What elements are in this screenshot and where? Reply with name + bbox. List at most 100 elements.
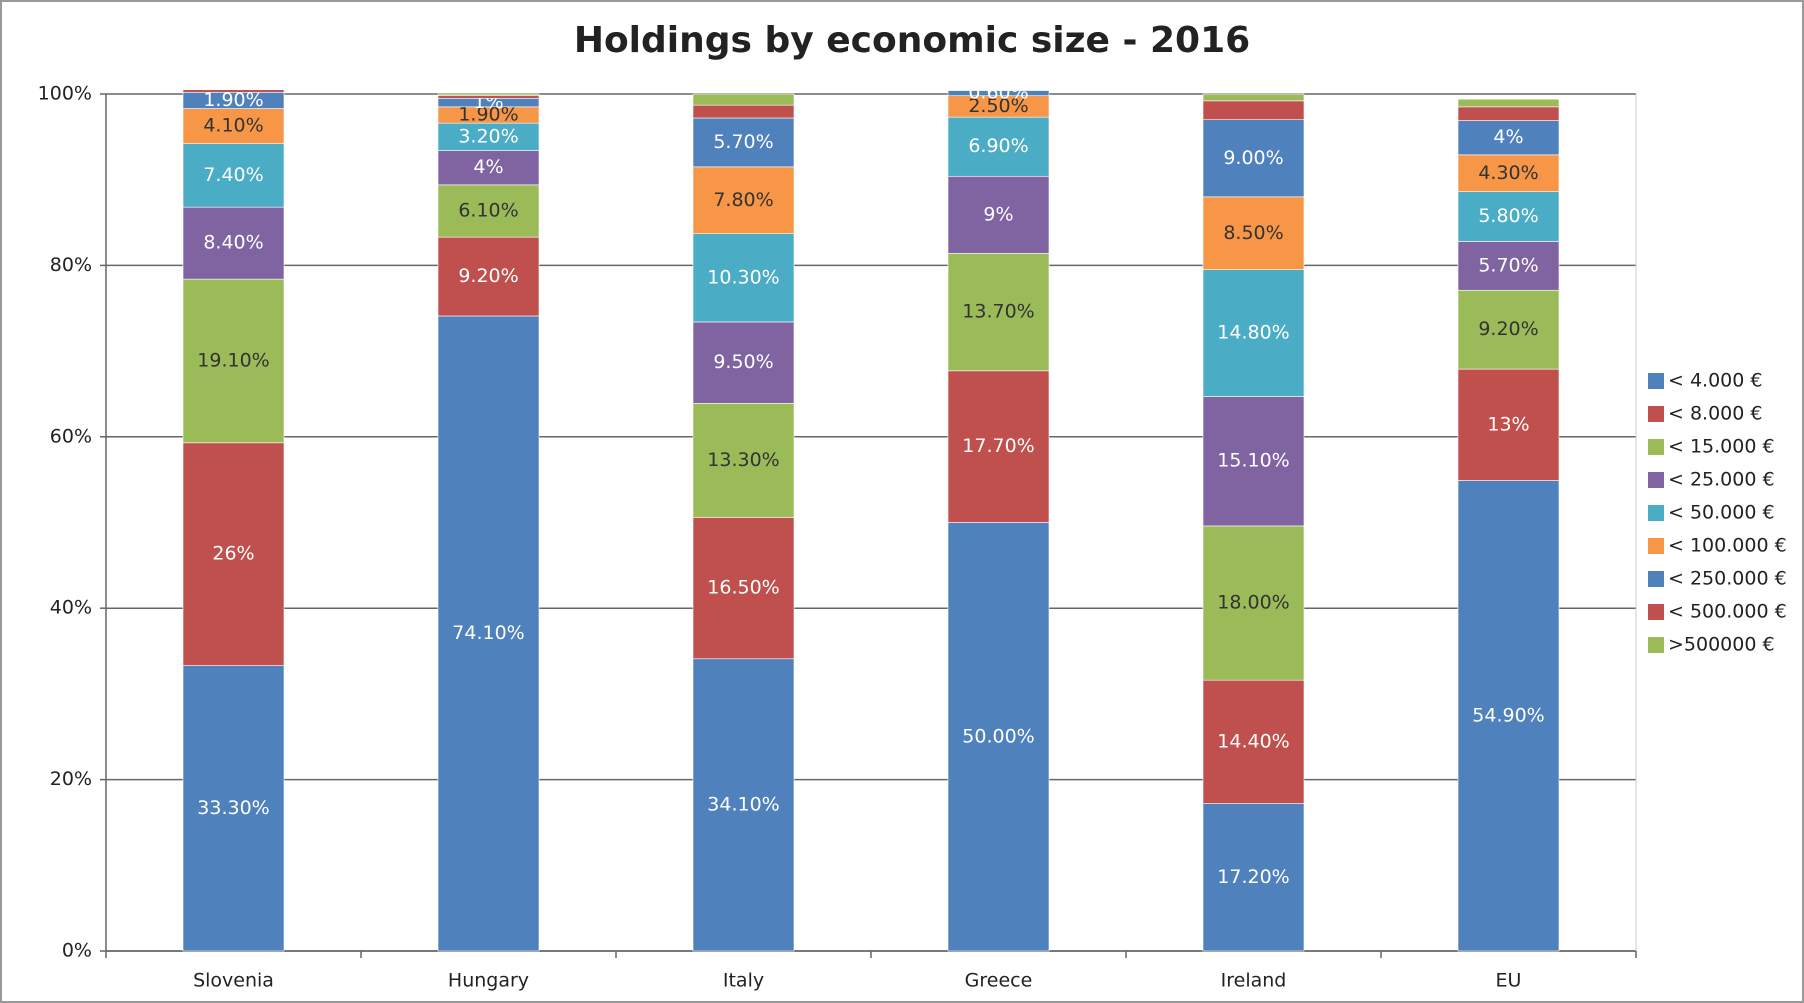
legend-label: < 8.000 € — [1668, 403, 1762, 425]
legend-label: < 15.000 € — [1668, 436, 1775, 458]
y-tick-label: 100% — [38, 83, 92, 105]
bar-segment — [947, 370, 1050, 523]
data-label: 4.10% — [203, 115, 263, 137]
legend-label: >500000 € — [1668, 634, 1775, 656]
bar-segment — [692, 93, 795, 106]
data-label: 6.90% — [968, 135, 1028, 157]
data-label: 4.30% — [1478, 162, 1538, 184]
y-tick-label: 80% — [50, 254, 92, 276]
bar-segment — [1202, 396, 1305, 527]
bar-segment — [947, 90, 1050, 97]
bar-segment — [437, 122, 540, 151]
data-label: 26% — [212, 543, 254, 565]
bar-segment — [437, 93, 540, 97]
data-label: 9.50% — [713, 351, 773, 373]
data-label: 5.70% — [713, 131, 773, 153]
bar-segment — [1202, 100, 1305, 121]
data-label: 14.80% — [1217, 322, 1289, 344]
data-label: 6.10% — [458, 199, 518, 221]
data-label: 3.20% — [458, 125, 518, 147]
legend-label: < 100.000 € — [1668, 535, 1787, 557]
chart-title: Holdings by economic size - 2016 — [574, 20, 1250, 61]
bar-segment — [692, 403, 795, 518]
bar-segment — [1457, 191, 1560, 242]
data-label: 8.40% — [203, 232, 263, 254]
data-label: 15.10% — [1217, 450, 1289, 472]
y-tick-label: 40% — [50, 597, 92, 619]
data-label: 74.10% — [452, 622, 524, 644]
legend-label: < 250.000 € — [1668, 568, 1787, 590]
bar-segment — [1202, 269, 1305, 397]
bar-segment — [182, 442, 285, 666]
legend-label: < 25.000 € — [1668, 469, 1775, 491]
data-label: 4% — [473, 156, 503, 178]
data-label: 18.00% — [1217, 592, 1289, 614]
bar-segment — [1457, 154, 1560, 192]
bar-segment — [437, 184, 540, 238]
bar-segment — [1457, 289, 1560, 370]
data-label: 19.10% — [197, 349, 269, 371]
x-tick-label: Greece — [965, 970, 1033, 992]
bar-segment — [182, 89, 285, 93]
x-tick-label: Italy — [723, 970, 764, 992]
bar-segment — [692, 658, 795, 952]
bar-segment — [1202, 803, 1305, 952]
bar-segment — [692, 166, 795, 234]
legend-swatch — [1648, 604, 1664, 620]
legend-swatch — [1648, 571, 1664, 587]
bar-segment — [1202, 119, 1305, 198]
data-label: 13.70% — [962, 301, 1034, 323]
bar-segment — [182, 665, 285, 952]
data-label: 17.70% — [962, 435, 1034, 457]
bar-segment — [1457, 98, 1560, 108]
data-label: 13.30% — [707, 449, 779, 471]
bar-segment — [692, 321, 795, 404]
bar-segment — [1457, 368, 1560, 481]
y-tick-label: 20% — [50, 768, 92, 790]
data-label: 1.90% — [203, 89, 263, 111]
data-label: 17.20% — [1217, 866, 1289, 888]
x-tick-label: Slovenia — [193, 970, 274, 992]
data-label: 5.80% — [1478, 205, 1538, 227]
bar-segment — [182, 143, 285, 208]
data-label: 0.60% — [968, 82, 1028, 104]
x-tick-label: Hungary — [448, 970, 529, 992]
legend-swatch — [1648, 538, 1664, 554]
bar-segment — [1202, 93, 1305, 102]
data-label: 54.90% — [1472, 704, 1544, 726]
data-label: 33.30% — [197, 797, 269, 819]
legend-swatch — [1648, 637, 1664, 653]
x-tick-label: Ireland — [1221, 970, 1287, 992]
data-label: 8.50% — [1223, 222, 1283, 244]
data-label: 34.10% — [707, 793, 779, 815]
data-label: 2.50% — [968, 95, 1028, 117]
bar-segment — [437, 95, 540, 99]
data-label: 4% — [1493, 126, 1523, 148]
legend-label: < 4.000 € — [1668, 370, 1762, 392]
legend-label: < 50.000 € — [1668, 502, 1775, 524]
data-label: 13% — [1487, 413, 1529, 435]
bar-segment — [947, 253, 1050, 372]
bar-segment — [1202, 196, 1305, 270]
data-label: 14.40% — [1217, 730, 1289, 752]
bar-segment — [947, 116, 1050, 177]
data-label: 5.70% — [1478, 254, 1538, 276]
legend-swatch — [1648, 505, 1664, 521]
bar-segment — [1457, 106, 1560, 121]
legend-swatch — [1648, 373, 1664, 389]
bar-segment — [692, 104, 795, 119]
bar-segment — [437, 315, 540, 952]
bar-segment — [1457, 480, 1560, 952]
data-label: 9.20% — [458, 265, 518, 287]
legend-label: < 500.000 € — [1668, 601, 1787, 623]
data-label: 10.30% — [707, 266, 779, 288]
data-label: 7.80% — [713, 189, 773, 211]
data-label: 9.00% — [1223, 147, 1283, 169]
data-label: 50.00% — [962, 725, 1034, 747]
y-tick-label: 0% — [62, 940, 92, 962]
data-label: 1.90% — [458, 103, 518, 125]
y-tick-label: 60% — [50, 425, 92, 447]
data-label: 16.50% — [707, 577, 779, 599]
